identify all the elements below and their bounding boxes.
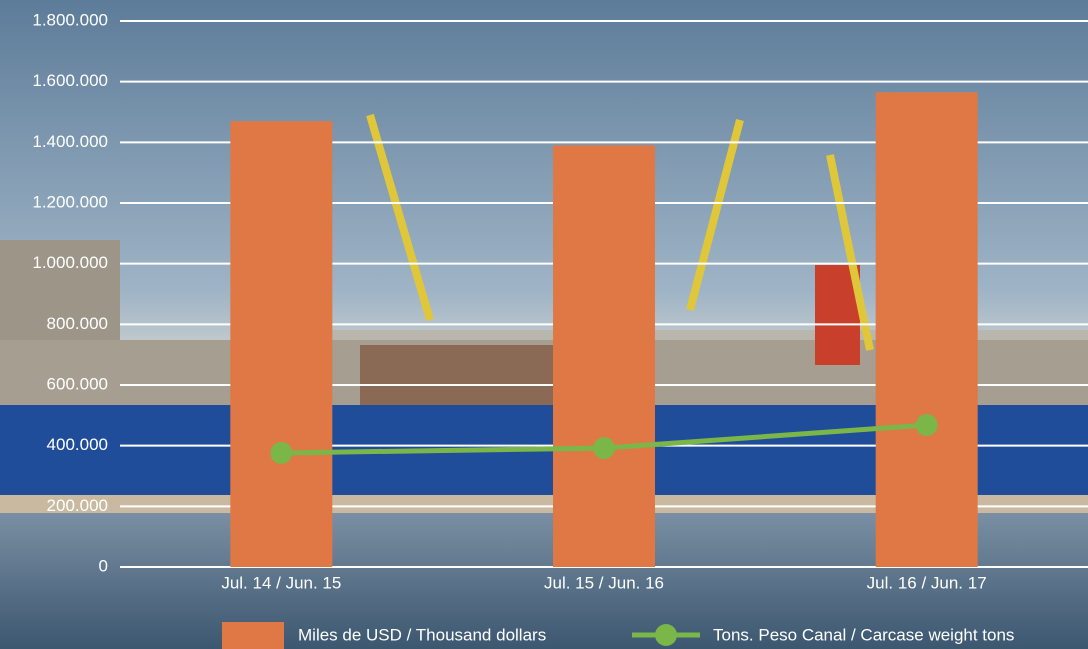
x-tick-label: Jul. 16 / Jun. 17 — [867, 573, 987, 592]
bar — [875, 92, 978, 568]
y-tick-label: 800.000 — [47, 314, 108, 333]
bar — [553, 145, 655, 567]
y-tick-label: 200.000 — [47, 496, 108, 515]
y-tick-label: 1.600.000 — [32, 71, 108, 90]
legend-label: Miles de USD / Thousand dollars — [298, 625, 546, 644]
x-tick-label: Jul. 15 / Jun. 16 — [544, 573, 664, 592]
line-point — [915, 414, 938, 437]
x-tick-label: Jul. 14 / Jun. 15 — [221, 573, 341, 592]
y-tick-label: 1.200.000 — [32, 192, 108, 211]
y-tick-label: 1.000.000 — [32, 253, 108, 272]
line-point — [270, 441, 293, 464]
y-tick-label: 400.000 — [47, 435, 108, 454]
y-tick-label: 600.000 — [47, 374, 108, 393]
y-tick-label: 1.400.000 — [32, 132, 108, 151]
line-point — [593, 437, 615, 460]
legend-swatch — [655, 624, 677, 646]
y-tick-label: 1.800.000 — [32, 10, 108, 29]
legend-label: Tons. Peso Canal / Carcase weight tons — [713, 625, 1014, 644]
y-tick-label: 0 — [99, 556, 108, 575]
bar — [230, 121, 333, 567]
legend-swatch — [222, 622, 284, 649]
